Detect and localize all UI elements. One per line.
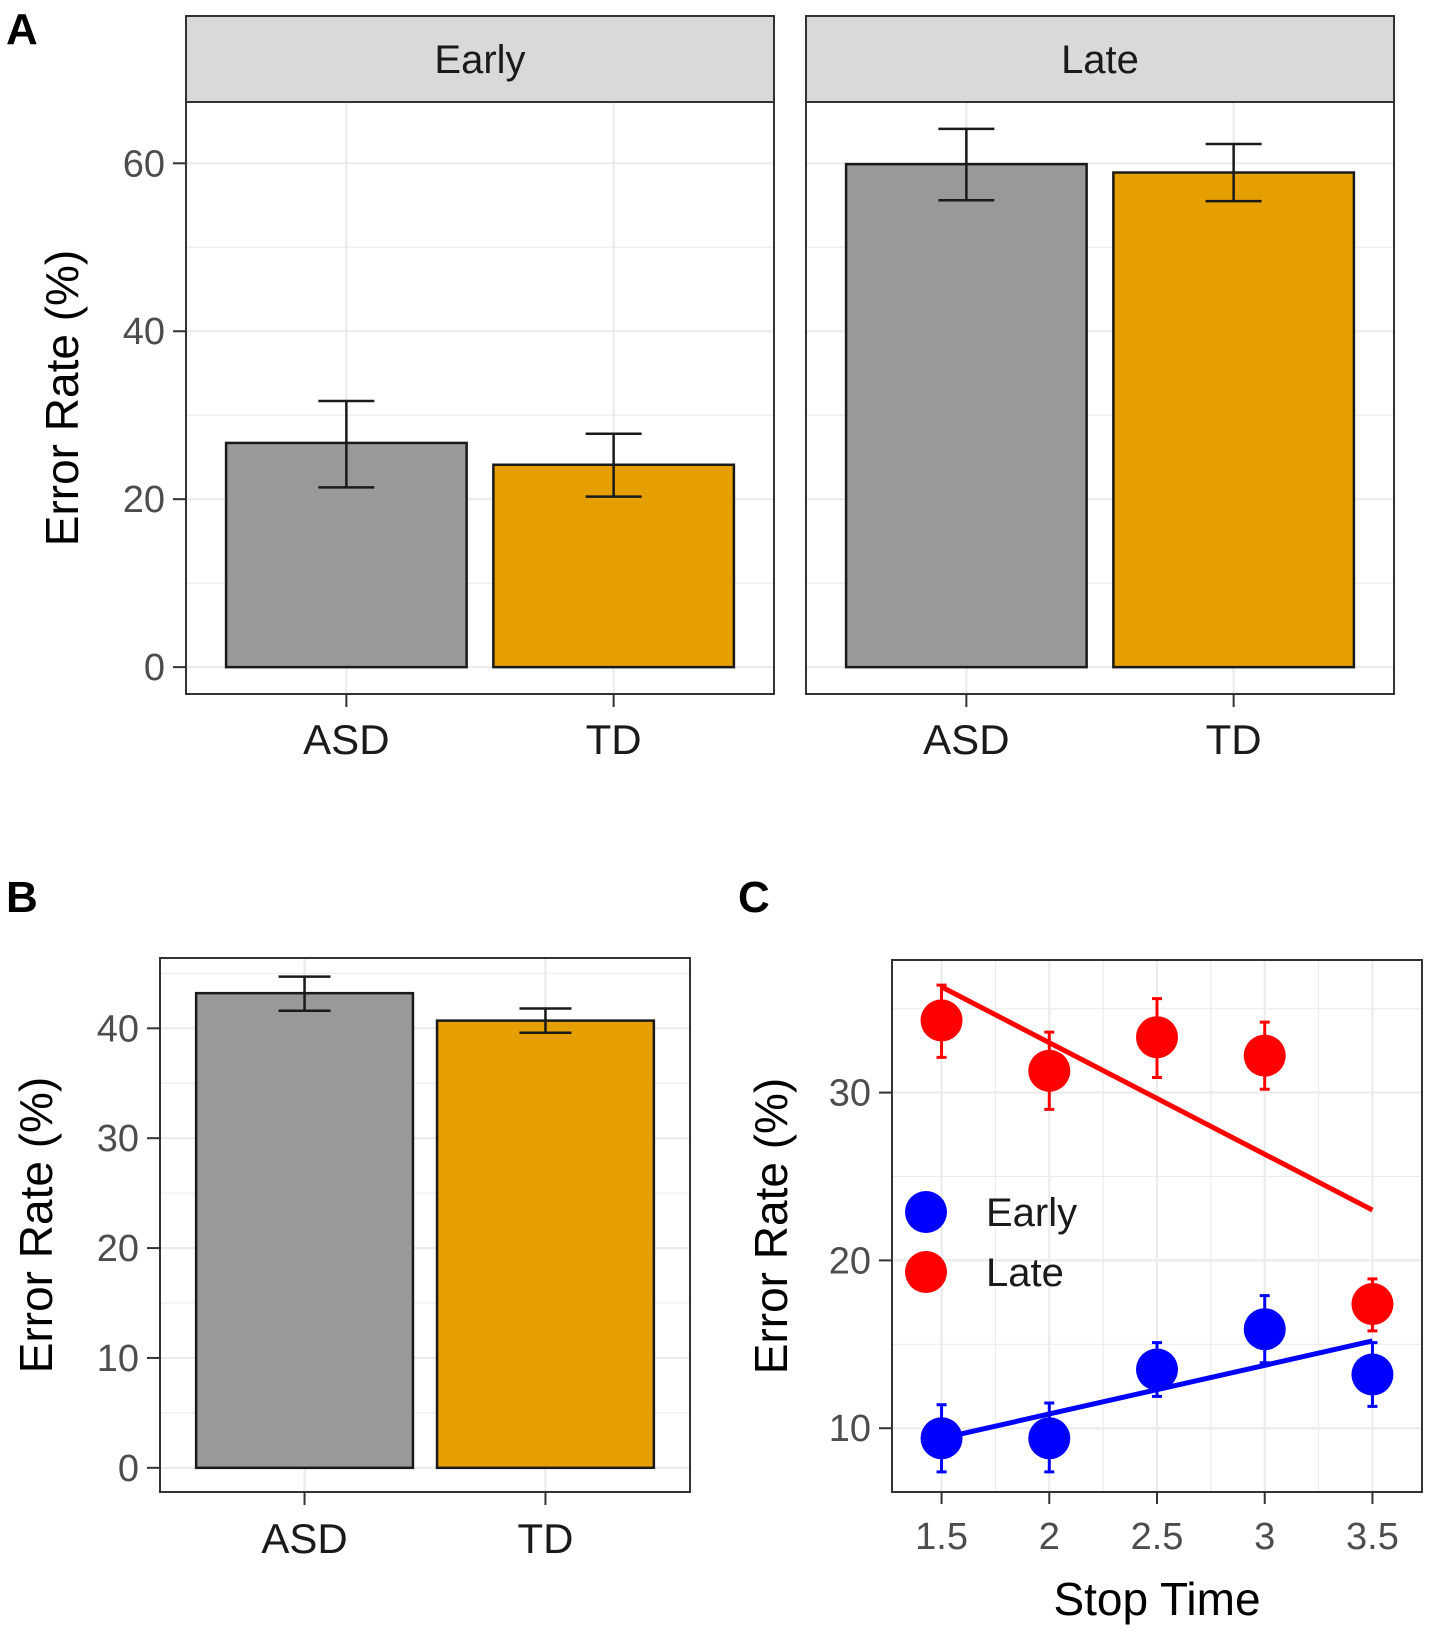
axes: 1.5 2 2.5 3 3.5 10 20 30 bbox=[829, 1073, 1399, 1558]
panel-frame bbox=[805, 101, 1395, 695]
legend-label: Early bbox=[986, 1191, 1077, 1235]
point-early bbox=[1243, 1308, 1286, 1351]
error-bar bbox=[278, 975, 331, 1012]
y-tick-label: 40 bbox=[97, 1008, 139, 1050]
x-axis-title: Stop Time bbox=[1053, 1573, 1260, 1625]
bar-asd bbox=[194, 991, 415, 1470]
y-tick-label: 20 bbox=[97, 1228, 139, 1270]
facet-early: Early bbox=[185, 15, 775, 695]
y-tick-label: 10 bbox=[829, 1408, 871, 1450]
x-tick-label: TD bbox=[1206, 716, 1262, 763]
point-marks bbox=[920, 983, 1394, 1474]
x-tick-label: ASD bbox=[303, 716, 389, 763]
x-tick-label: TD bbox=[586, 716, 642, 763]
y-tick-label: 40 bbox=[123, 311, 165, 353]
bar-marks bbox=[224, 399, 736, 669]
panel-a: Early Late ASD TD ASD TD 0 20 40 60 Error Rate … bbox=[36, 15, 1395, 763]
panel-b-tag: B bbox=[6, 873, 38, 922]
bar-marks bbox=[194, 975, 656, 1470]
panel-c-tag: C bbox=[738, 873, 770, 922]
y-tick-label: 30 bbox=[829, 1073, 871, 1115]
y-axis-title: Error Rate (%) bbox=[36, 250, 88, 546]
point-late bbox=[1028, 1049, 1071, 1092]
bar-td bbox=[435, 1019, 656, 1470]
error-bar bbox=[519, 1007, 572, 1034]
x-tick-label: ASD bbox=[261, 1515, 347, 1562]
point-early bbox=[920, 1417, 963, 1460]
legend-key-late bbox=[905, 1251, 947, 1293]
point-early bbox=[1351, 1353, 1394, 1396]
point-early bbox=[1028, 1417, 1071, 1460]
y-tick-label: 60 bbox=[123, 143, 165, 185]
bar-asd bbox=[844, 162, 1088, 669]
panel-a-tag: A bbox=[6, 5, 38, 54]
y-axis-title: Error Rate (%) bbox=[10, 1077, 62, 1373]
legend: Early Late bbox=[905, 1191, 1077, 1295]
axes: ASD TD ASD TD 0 20 40 60 bbox=[123, 143, 1262, 763]
trend-line-late bbox=[940, 984, 1374, 1213]
facet-strip-label: Early bbox=[434, 38, 525, 82]
point-late bbox=[920, 999, 963, 1042]
point-late bbox=[1136, 1016, 1178, 1059]
x-tick-label: 3 bbox=[1254, 1516, 1275, 1558]
bar-td bbox=[1112, 171, 1356, 669]
facet-late: Late bbox=[805, 15, 1395, 695]
facet-strip-label: Late bbox=[1061, 38, 1139, 82]
y-tick-label: 20 bbox=[123, 479, 165, 521]
y-tick-label: 10 bbox=[97, 1338, 139, 1380]
y-tick-label: 0 bbox=[118, 1448, 139, 1490]
facet-strip-early bbox=[185, 15, 775, 103]
y-tick-label: 20 bbox=[829, 1240, 871, 1282]
x-tick-label: ASD bbox=[923, 716, 1009, 763]
panel-frame bbox=[159, 957, 691, 1493]
legend-key-early bbox=[905, 1191, 947, 1233]
x-tick-label: 2 bbox=[1039, 1516, 1060, 1558]
bar-marks bbox=[844, 127, 1356, 669]
error-bar bbox=[318, 399, 375, 489]
panel-frame bbox=[185, 101, 775, 695]
panel-c: Early Late 1.5 2 2.5 3 3.5 10 20 30 Error Rate (… bbox=[745, 959, 1423, 1625]
error-bar bbox=[585, 432, 642, 498]
y-tick-label: 0 bbox=[144, 647, 165, 689]
x-tick-label: 3.5 bbox=[1346, 1516, 1399, 1558]
x-tick-label: 2.5 bbox=[1131, 1516, 1184, 1558]
point-early bbox=[1136, 1348, 1178, 1391]
y-axis-title: Error Rate (%) bbox=[745, 1078, 797, 1374]
point-late bbox=[1351, 1283, 1394, 1326]
x-tick-label: 1.5 bbox=[915, 1516, 968, 1558]
error-bar bbox=[938, 127, 995, 202]
panel-b: ASD TD 0 10 20 30 40 Error Rate (%) bbox=[10, 957, 691, 1562]
point-late bbox=[1243, 1034, 1286, 1077]
x-tick-label: TD bbox=[517, 1515, 573, 1562]
legend-label: Late bbox=[986, 1251, 1064, 1295]
y-tick-label: 30 bbox=[97, 1118, 139, 1160]
axes: ASD TD 0 10 20 30 40 bbox=[97, 1008, 574, 1562]
error-bar bbox=[1205, 142, 1262, 203]
